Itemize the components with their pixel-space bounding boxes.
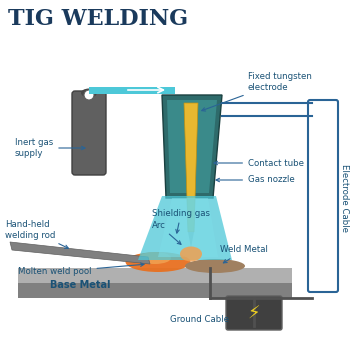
Circle shape (84, 90, 94, 100)
Polygon shape (138, 196, 232, 260)
Polygon shape (18, 283, 292, 298)
Ellipse shape (81, 89, 97, 98)
Polygon shape (188, 232, 194, 248)
Polygon shape (10, 242, 150, 264)
Text: Arc: Arc (152, 220, 181, 244)
Text: Inert gas
supply: Inert gas supply (15, 138, 85, 158)
Ellipse shape (185, 259, 245, 273)
Text: Gas nozzle: Gas nozzle (216, 175, 295, 184)
Text: Weld Metal: Weld Metal (220, 245, 268, 263)
Text: Base Metal: Base Metal (50, 280, 111, 290)
Text: Ground Cable: Ground Cable (170, 315, 230, 324)
Text: Fixed tungsten
electrode: Fixed tungsten electrode (202, 72, 312, 111)
Text: ⚡: ⚡ (248, 305, 260, 323)
Polygon shape (167, 100, 217, 193)
Text: Hand-held
welding rod: Hand-held welding rod (5, 220, 68, 248)
Polygon shape (18, 268, 292, 298)
Text: Molten weld pool: Molten weld pool (18, 263, 144, 277)
Text: Contact tube: Contact tube (214, 159, 304, 168)
Text: Electrode Cable: Electrode Cable (340, 164, 349, 232)
Polygon shape (184, 103, 198, 232)
Polygon shape (158, 198, 218, 257)
Ellipse shape (126, 252, 190, 272)
Polygon shape (89, 87, 175, 94)
Ellipse shape (139, 252, 171, 264)
Text: TIG WELDING: TIG WELDING (8, 8, 188, 30)
FancyBboxPatch shape (72, 91, 106, 175)
Polygon shape (162, 95, 222, 198)
Ellipse shape (180, 246, 202, 261)
Text: Shielding gas: Shielding gas (152, 209, 210, 233)
FancyBboxPatch shape (226, 296, 282, 330)
